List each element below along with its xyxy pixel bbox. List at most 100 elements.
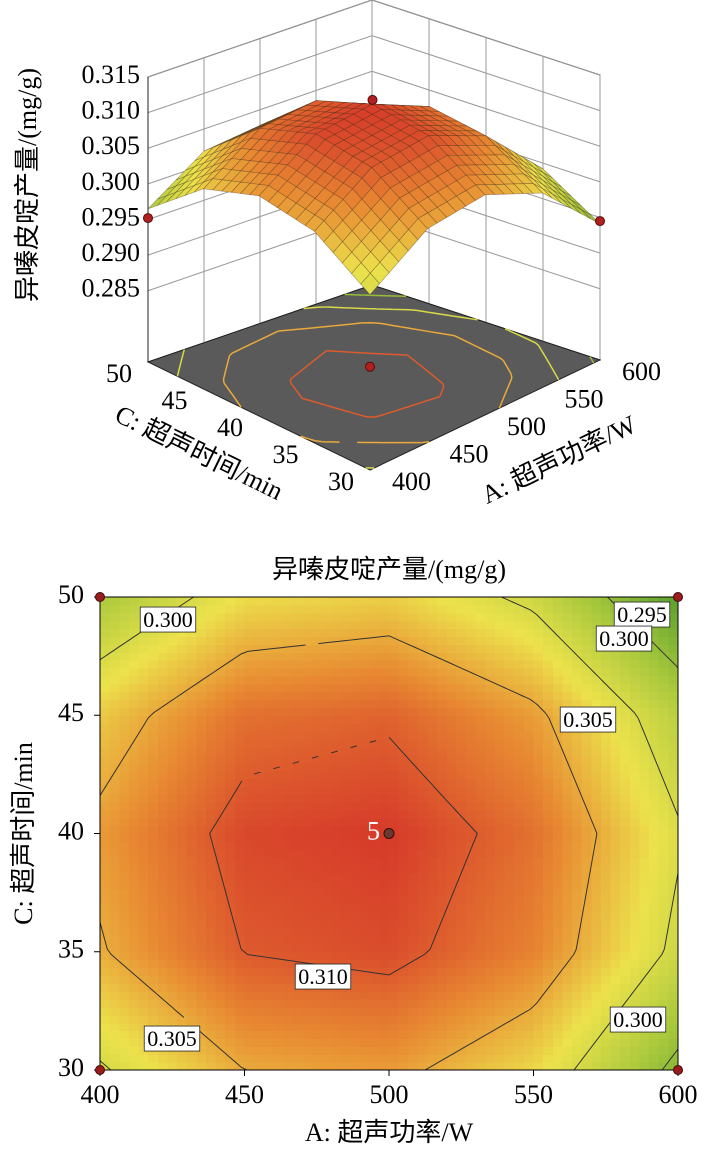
- heat-cell: [466, 778, 477, 787]
- heat-cell: [119, 612, 130, 622]
- heat-cell: [138, 1014, 149, 1024]
- heat-cell: [311, 786, 323, 795]
- heat-cell: [177, 967, 188, 976]
- heat-cell: [600, 865, 612, 874]
- heat-cell: [398, 604, 409, 614]
- heat-cell: [244, 604, 255, 614]
- heat-cell: [273, 999, 284, 1008]
- heat-cell: [273, 746, 284, 756]
- heat-cell: [186, 880, 197, 890]
- heat-cell: [244, 660, 255, 669]
- heat-cell: [494, 707, 506, 716]
- heat-cell: [292, 675, 303, 685]
- surface-patch: [351, 262, 371, 285]
- heat-cell: [533, 644, 544, 653]
- heat-cell: [533, 675, 544, 685]
- heat-cell: [205, 825, 217, 835]
- heat-cell: [398, 770, 409, 779]
- heat-cell: [379, 738, 390, 748]
- heat-cell: [639, 880, 650, 890]
- heat-cell: [350, 738, 361, 748]
- heat-cell: [591, 880, 602, 890]
- heat-cell: [205, 778, 217, 787]
- heat-cell: [427, 1054, 438, 1063]
- heat-cell: [109, 1022, 120, 1032]
- heat-cell: [485, 644, 496, 653]
- heat-cell: [408, 912, 419, 921]
- heat-cell: [533, 786, 544, 795]
- heat-cell: [369, 715, 380, 724]
- heat-cell: [244, 983, 255, 992]
- heat-cell: [109, 951, 120, 961]
- heat-cell: [581, 975, 592, 984]
- heat-cell: [437, 597, 448, 606]
- heat-cell: [629, 817, 641, 827]
- heat-cell: [456, 620, 467, 630]
- heat-cell: [254, 778, 265, 787]
- heat-cell: [639, 951, 650, 961]
- heat-cell: [639, 762, 650, 772]
- heat-cell: [475, 920, 486, 929]
- x-axis-title: A: 超声功率/W: [305, 1118, 474, 1147]
- heat-cell: [629, 762, 641, 772]
- heat-cell: [100, 628, 111, 638]
- heat-cell: [610, 983, 621, 992]
- heat-cell: [639, 801, 650, 811]
- heat-cell: [475, 959, 486, 969]
- heat-cell: [389, 715, 400, 724]
- heat-cell: [138, 904, 149, 913]
- heat-cell: [629, 746, 641, 756]
- heat-cell: [109, 620, 120, 630]
- heat-cell: [177, 731, 188, 740]
- heat-cell: [321, 1054, 332, 1063]
- heat-cell: [668, 912, 679, 921]
- heat-cell: [591, 904, 602, 913]
- heat-cell: [205, 604, 217, 614]
- heat-cell: [196, 667, 207, 677]
- heat-cell: [649, 935, 660, 945]
- heat-cell: [504, 967, 515, 976]
- heat-cell: [340, 628, 352, 638]
- heat-cell: [379, 723, 390, 732]
- heat-cell: [205, 928, 217, 937]
- heat-cell: [177, 699, 188, 708]
- heat-cell: [533, 880, 544, 890]
- heat-cell: [639, 723, 650, 732]
- heat-cell: [552, 754, 563, 764]
- heat-cell: [552, 920, 563, 929]
- heat-cell: [119, 809, 130, 819]
- heat-cell: [292, 825, 303, 835]
- heat-cell: [215, 849, 226, 858]
- floor-contour: [222, 321, 513, 444]
- heat-cell: [234, 1046, 246, 1055]
- heat-cell: [562, 770, 573, 779]
- heat-cell: [157, 746, 169, 756]
- heat-cell: [196, 1046, 207, 1055]
- heat-cell: [543, 872, 554, 882]
- heat-cell: [379, 667, 390, 677]
- heat-cell: [254, 967, 265, 976]
- heat-cell: [177, 951, 188, 961]
- heat-cell: [292, 888, 303, 898]
- heat-cell: [340, 683, 352, 693]
- heat-cell: [119, 620, 130, 630]
- heat-cell: [273, 912, 284, 921]
- heat-cell: [128, 912, 140, 921]
- heat-cell: [427, 652, 438, 661]
- heat-cell: [591, 928, 602, 937]
- heat-cell: [360, 975, 371, 984]
- heat-cell: [610, 991, 621, 1000]
- heat-cell: [668, 943, 679, 953]
- heat-cell: [273, 1054, 284, 1063]
- heat-cell: [437, 667, 448, 677]
- heat-cell: [591, 691, 602, 701]
- heat-cell: [494, 928, 506, 937]
- heat-cell: [389, 912, 400, 921]
- heat-cell: [234, 762, 246, 772]
- heat-cell: [408, 849, 419, 858]
- heat-cell: [620, 762, 631, 772]
- heat-cell: [225, 786, 236, 795]
- heat-cell: [273, 951, 284, 961]
- heat-cell: [100, 928, 111, 937]
- heat-cell: [205, 770, 217, 779]
